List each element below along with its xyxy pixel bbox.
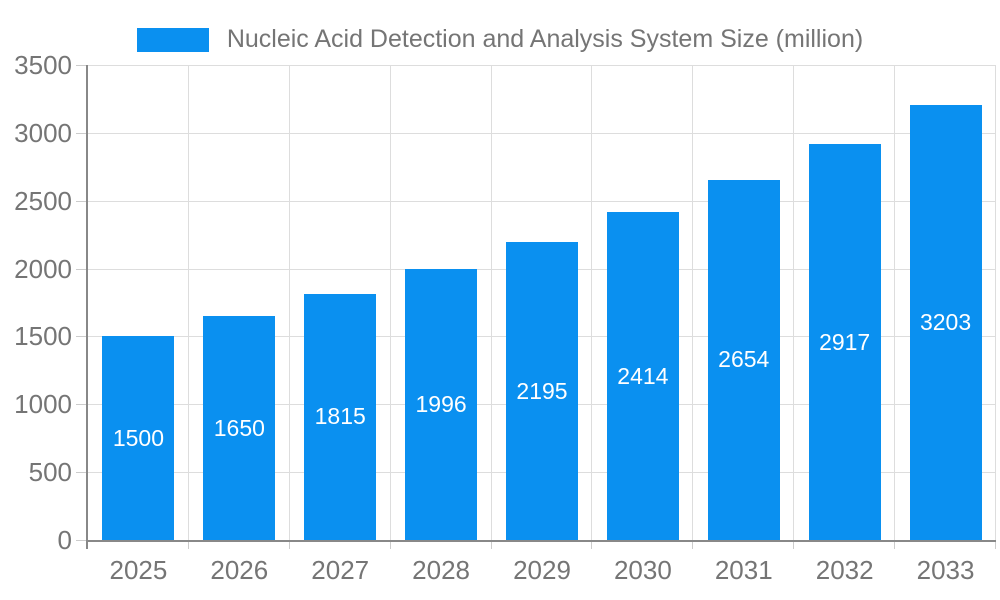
legend-item[interactable]: Nucleic Acid Detection and Analysis Syst… — [136, 25, 864, 54]
bar-value-label: 2414 — [617, 362, 669, 389]
x-tick — [894, 540, 896, 549]
x-axis-label: 2028 — [412, 555, 471, 585]
bar[interactable]: 1650 — [203, 316, 276, 540]
y-axis-line — [86, 65, 88, 549]
h-gridline — [88, 65, 996, 66]
v-gridline — [490, 65, 492, 540]
x-tick — [995, 540, 996, 549]
y-tick — [76, 404, 88, 406]
x-tick — [187, 540, 189, 549]
bar-value-label: 3203 — [919, 309, 972, 336]
y-axis-label: 3000 — [14, 117, 72, 148]
y-axis-label: 1000 — [14, 389, 72, 420]
x-axis-label: 2032 — [815, 555, 874, 585]
bar-value-label: 1815 — [314, 403, 366, 430]
x-tick — [591, 540, 593, 549]
bar-value-label: 1500 — [112, 424, 165, 451]
y-tick — [76, 268, 88, 270]
bar[interactable]: 1815 — [304, 293, 377, 540]
x-tick — [389, 540, 391, 549]
y-tick — [76, 472, 88, 474]
bar[interactable]: 1500 — [102, 336, 175, 540]
bar[interactable]: 2414 — [606, 212, 679, 540]
bar-value-label: 1996 — [415, 391, 467, 418]
h-gridline — [88, 200, 996, 202]
bar[interactable]: 2195 — [506, 242, 578, 540]
bar-value-label: 2195 — [516, 377, 568, 404]
x-axis-label: 2029 — [513, 555, 571, 585]
y-tick — [76, 540, 88, 541]
y-axis-label: 500 — [28, 457, 72, 488]
y-axis-label: 2500 — [14, 185, 72, 216]
y-tick — [76, 65, 88, 66]
x-tick — [490, 540, 492, 549]
v-gridline — [692, 65, 694, 540]
x-axis-label: 2031 — [714, 555, 773, 585]
y-axis-label: 1500 — [14, 321, 72, 352]
y-axis-label: 3500 — [14, 50, 72, 80]
y-tick — [76, 200, 88, 202]
h-gridline — [88, 132, 996, 134]
bar[interactable]: 2917 — [808, 144, 881, 540]
x-tick — [692, 540, 694, 549]
legend: Nucleic Acid Detection and Analysis Syst… — [0, 25, 1000, 54]
legend-label: Nucleic Acid Detection and Analysis Syst… — [226, 25, 864, 53]
x-axis-label: 2030 — [613, 555, 672, 585]
v-gridline — [389, 65, 391, 540]
v-gridline — [894, 65, 896, 540]
bar-value-label: 2654 — [718, 346, 770, 373]
x-axis-label: 2026 — [210, 555, 269, 585]
x-axis-label: 2033 — [916, 555, 975, 585]
v-gridline — [288, 65, 290, 540]
x-tick — [288, 540, 290, 549]
v-gridline — [591, 65, 593, 540]
legend-swatch-icon — [136, 27, 209, 52]
y-axis-label: 0 — [57, 525, 72, 555]
bar[interactable]: 2654 — [707, 179, 780, 540]
bar-value-label: 2917 — [819, 328, 871, 355]
x-axis-label: 2027 — [311, 555, 370, 585]
v-gridline — [793, 65, 795, 540]
x-tick — [793, 540, 795, 549]
x-axis-line — [86, 540, 996, 542]
v-gridline — [187, 65, 189, 540]
x-axis-label: 2025 — [109, 555, 168, 585]
bar[interactable]: 3203 — [909, 105, 982, 540]
bar-value-label: 1650 — [213, 414, 265, 441]
y-tick — [76, 336, 88, 338]
y-axis-label: 2000 — [14, 253, 72, 284]
bar[interactable]: 1996 — [405, 269, 478, 540]
y-tick — [76, 132, 88, 134]
plot-area: 0 500 1000 1500 2000 2500 3000 3500 1500 2025 1650… — [14, 52, 996, 583]
v-gridline — [995, 65, 996, 540]
